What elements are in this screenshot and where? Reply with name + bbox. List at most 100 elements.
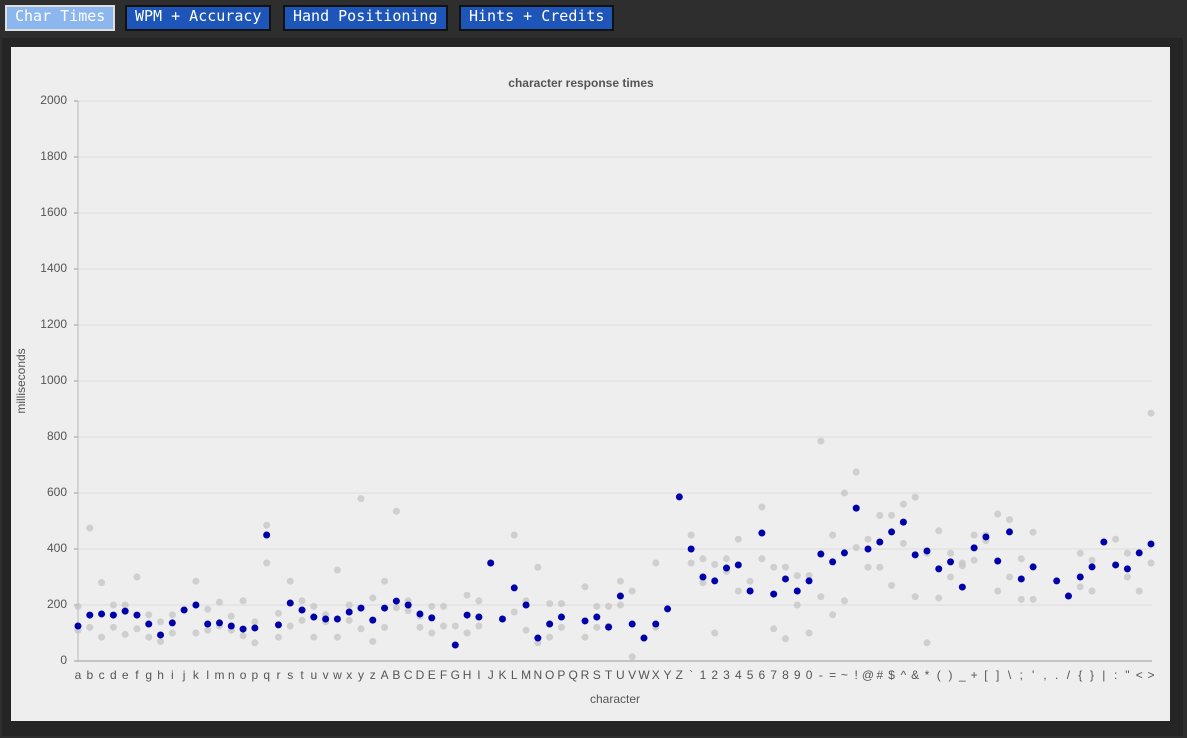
- data-point: [781, 635, 789, 643]
- x-tick-label: J: [488, 668, 494, 682]
- x-tick-label: X: [652, 668, 660, 682]
- data-point: [805, 577, 813, 585]
- data-point: [652, 559, 660, 567]
- data-point: [770, 563, 778, 571]
- data-point: [840, 489, 848, 497]
- tab[interactable]: WPM + Accuracy: [125, 5, 272, 31]
- data-point: [793, 587, 801, 595]
- data-point: [440, 602, 448, 610]
- data-point: [546, 620, 554, 628]
- data-point: [369, 594, 377, 602]
- x-tick-label: ^: [901, 668, 907, 682]
- data-point: [274, 621, 282, 629]
- x-tick-label: d: [110, 668, 117, 682]
- data-point: [263, 559, 271, 567]
- data-point: [98, 610, 106, 618]
- data-point: [357, 625, 365, 633]
- data-point: [86, 611, 94, 619]
- data-point: [770, 625, 778, 633]
- data-point: [911, 493, 919, 501]
- x-tick-label: !: [855, 668, 858, 682]
- data-point: [1064, 592, 1072, 600]
- tab[interactable]: Char Times: [5, 5, 116, 31]
- data-point: [781, 563, 789, 571]
- data-point: [168, 619, 176, 627]
- data-point: [333, 615, 341, 623]
- data-point: [1006, 516, 1014, 524]
- x-tick-label: v: [323, 668, 329, 682]
- x-tick-label: 1: [700, 668, 707, 682]
- tab[interactable]: Hand Positioning: [283, 5, 448, 31]
- x-tick-label: :: [1114, 668, 1117, 682]
- data-point: [534, 563, 542, 571]
- data-point: [652, 620, 660, 628]
- data-point: [616, 592, 624, 600]
- data-point: [298, 616, 306, 624]
- data-point: [605, 602, 613, 610]
- data-point: [251, 624, 259, 632]
- data-point: [852, 544, 860, 552]
- data-point: [581, 633, 589, 641]
- x-tick-label: .: [1055, 668, 1058, 682]
- data-point: [239, 632, 247, 640]
- data-point: [440, 622, 448, 630]
- data-point: [699, 579, 707, 587]
- data-point: [1017, 575, 1025, 583]
- data-point: [687, 559, 695, 567]
- x-tick-label: E: [428, 668, 436, 682]
- data-point: [534, 634, 542, 642]
- data-point: [145, 633, 153, 641]
- data-point: [86, 623, 94, 631]
- data-point: [793, 601, 801, 609]
- data-point: [546, 600, 554, 608]
- data-point: [510, 531, 518, 539]
- x-tick-label: g: [145, 668, 152, 682]
- data-point: [1017, 555, 1025, 563]
- x-tick-label: j: [182, 668, 186, 682]
- data-point: [546, 633, 554, 641]
- data-point: [1112, 561, 1120, 569]
- data-point: [723, 564, 731, 572]
- data-point: [263, 531, 271, 539]
- data-point: [1029, 563, 1037, 571]
- x-tick-label: V: [628, 668, 636, 682]
- x-tick-label: R: [581, 668, 590, 682]
- data-point: [392, 604, 400, 612]
- data-point: [286, 599, 294, 607]
- data-point: [840, 597, 848, 605]
- x-tick-label: P: [557, 668, 565, 682]
- data-point: [758, 503, 766, 511]
- data-point: [298, 606, 306, 614]
- data-point: [392, 597, 400, 605]
- data-point: [687, 545, 695, 553]
- data-point: [947, 558, 955, 566]
- data-point: [1088, 587, 1096, 595]
- data-point: [982, 533, 990, 541]
- data-point: [899, 500, 907, 508]
- data-point: [381, 577, 389, 585]
- data-point: [345, 608, 353, 616]
- data-point: [947, 549, 955, 557]
- x-tick-label: 0: [806, 668, 813, 682]
- data-point: [322, 615, 330, 623]
- x-tick-label: U: [616, 668, 625, 682]
- x-tick-label: ': [1032, 668, 1034, 682]
- data-point: [133, 625, 141, 633]
- x-tick-label: q: [263, 668, 270, 682]
- data-point: [463, 611, 471, 619]
- data-point: [605, 623, 613, 631]
- y-tick-label: 400: [47, 541, 67, 555]
- tab[interactable]: Hints + Credits: [459, 5, 615, 31]
- data-point: [1147, 559, 1155, 567]
- data-point: [369, 637, 377, 645]
- x-axis-label: character: [590, 692, 640, 706]
- data-point: [994, 557, 1002, 565]
- x-tick-label: s: [287, 668, 293, 682]
- x-tick-label: n: [228, 668, 235, 682]
- data-point: [381, 623, 389, 631]
- data-point: [805, 629, 813, 637]
- x-tick-label: #: [876, 668, 883, 682]
- x-tick-label: L: [511, 668, 518, 682]
- x-tick-label: ~: [841, 668, 848, 682]
- x-tick-label: C: [404, 668, 413, 682]
